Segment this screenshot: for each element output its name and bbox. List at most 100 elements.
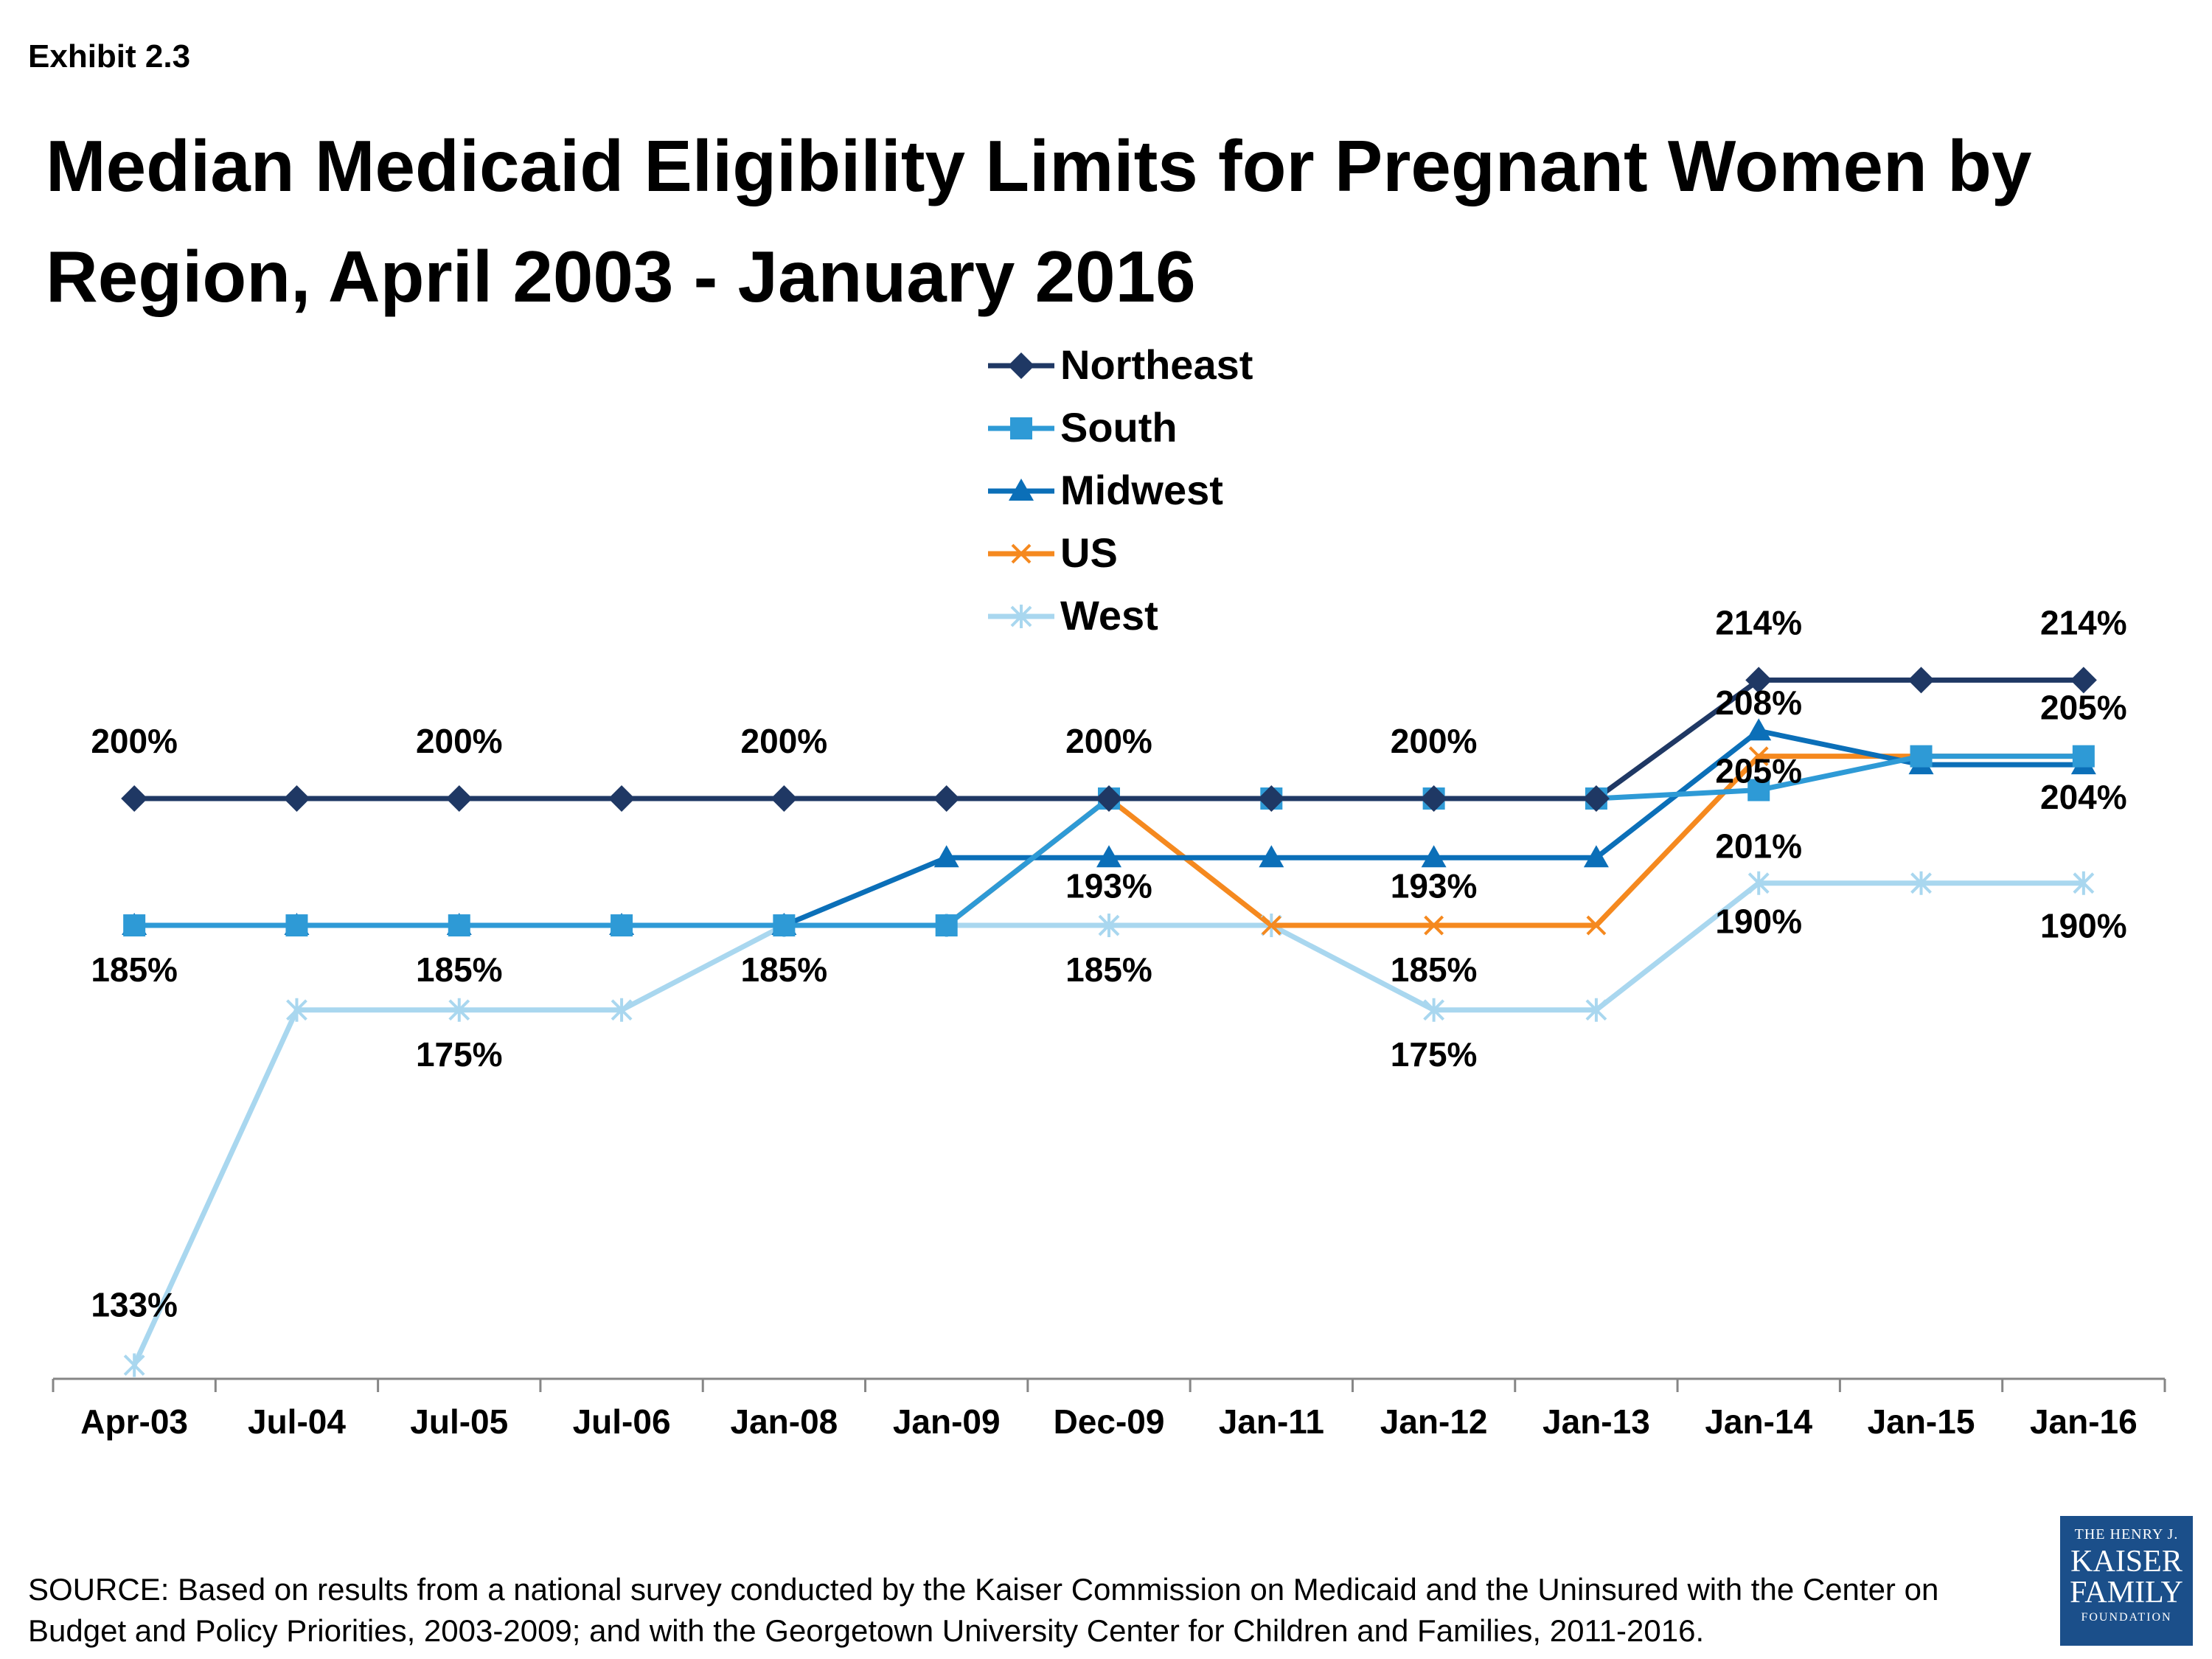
point-south-10 <box>1747 779 1770 801</box>
data-label: 185% <box>741 950 828 989</box>
point-midwest-9 <box>1583 845 1609 868</box>
data-label: 200% <box>741 722 828 760</box>
x-tick-label: Dec-09 <box>1054 1402 1165 1441</box>
logo-line-3: FAMILY <box>2070 1576 2183 1610</box>
point-midwest-7 <box>1259 845 1284 868</box>
point-northeast-12 <box>2070 667 2097 694</box>
point-northeast-11 <box>1907 667 1935 694</box>
point-south-0 <box>123 914 146 937</box>
kff-logo: THE HENRY J. KAISER FAMILY FOUNDATION <box>2060 1516 2193 1646</box>
chart-title: Median Medicaid Eligibility Limits for P… <box>46 125 2032 317</box>
point-west-3 <box>611 998 633 1022</box>
data-label: 200% <box>416 722 503 760</box>
point-west-8 <box>1423 998 1445 1022</box>
data-label: 193% <box>1065 866 1152 905</box>
point-south-5 <box>935 914 958 937</box>
data-label: 214% <box>2040 603 2127 641</box>
point-south-4 <box>773 914 796 937</box>
point-us-10 <box>1748 746 1769 767</box>
data-label: 201% <box>1715 827 1802 866</box>
point-northeast-0 <box>121 785 148 812</box>
point-midwest-6 <box>1096 845 1121 868</box>
point-south-12 <box>2072 745 2095 768</box>
point-west-9 <box>1585 998 1607 1022</box>
data-label: 200% <box>91 722 178 760</box>
data-label: 205% <box>1715 752 1802 790</box>
data-label: 193% <box>1391 866 1478 905</box>
point-west-10 <box>1747 871 1770 895</box>
point-midwest-10 <box>1746 718 1772 741</box>
point-south-11 <box>1910 745 1933 768</box>
x-tick-label: Jan-14 <box>1705 1402 1812 1441</box>
data-label: 185% <box>1065 950 1152 989</box>
data-labels: 200% 200% 200% 200% 200% 214% 214% 208% 205% 205%… <box>91 603 2126 1324</box>
x-tick-label: Jul-04 <box>248 1402 346 1441</box>
x-tick-label: Jan-08 <box>731 1402 838 1441</box>
data-label: 185% <box>416 950 503 989</box>
point-south-1 <box>285 914 308 937</box>
data-label: 200% <box>1065 722 1152 760</box>
data-label: 133% <box>91 1285 178 1324</box>
data-label: 175% <box>416 1035 503 1074</box>
series-markers <box>121 667 2097 1377</box>
logo-line-1: THE HENRY J. <box>2074 1526 2179 1543</box>
point-south-2 <box>448 914 470 937</box>
point-northeast-8 <box>1420 785 1447 812</box>
x-tick-label: Jan-09 <box>893 1402 1001 1441</box>
x-tick-label: Jan-15 <box>1868 1402 1975 1441</box>
data-label: 185% <box>91 950 178 989</box>
x-tick-label: Jan-16 <box>2030 1402 2138 1441</box>
x-tick-label: Jan-11 <box>1219 1402 1324 1441</box>
data-label: 190% <box>2040 907 2127 945</box>
point-west-2 <box>448 998 470 1022</box>
point-northeast-6 <box>1096 785 1122 812</box>
point-northeast-1 <box>283 785 310 812</box>
data-label: 190% <box>1715 902 1802 941</box>
point-west-11 <box>1910 871 1932 895</box>
x-tick-label: Jul-06 <box>573 1402 671 1441</box>
legend-marker-south <box>1010 417 1032 439</box>
legend-label-us: US <box>1060 529 1118 576</box>
point-northeast-10 <box>1745 667 1773 694</box>
legend-marker-west <box>1010 605 1032 628</box>
line-chart: Apr-03 Jul-04 Jul-05 Jul-06 Jan-08 Jan-09 Dec-… <box>52 341 2166 1441</box>
x-axis: Apr-03 Jul-04 Jul-05 Jul-06 Jan-08 Jan-09 Dec-… <box>52 1377 2166 1441</box>
source-note: SOURCE: Based on results from a national… <box>28 1572 1939 1648</box>
data-label: 214% <box>1715 603 1802 641</box>
data-label: 200% <box>1391 722 1478 760</box>
point-northeast-7 <box>1258 785 1285 812</box>
data-label: 185% <box>1391 950 1478 989</box>
point-west-1 <box>286 998 307 1022</box>
data-label: 175% <box>1391 1035 1478 1074</box>
point-midwest-5 <box>933 845 959 868</box>
legend-label-midwest: Midwest <box>1060 467 1223 513</box>
point-us-9 <box>1586 915 1607 936</box>
data-label: 204% <box>2040 778 2127 816</box>
exhibit-label: Exhibit 2.3 <box>28 38 191 74</box>
point-northeast-2 <box>445 785 473 812</box>
point-us-7 <box>1261 915 1281 936</box>
legend-marker-northeast <box>1008 352 1034 379</box>
x-tick-label: Jan-13 <box>1543 1402 1650 1441</box>
logo-line-2: KAISER <box>2070 1545 2183 1579</box>
legend: Northeast South Midwest US West <box>988 341 1253 639</box>
legend-label-south: South <box>1060 404 1178 451</box>
legend-marker-us <box>1011 543 1032 564</box>
legend-marker-midwest <box>1009 479 1034 501</box>
point-west-12 <box>2073 871 2095 895</box>
point-midwest-8 <box>1421 845 1447 868</box>
point-northeast-4 <box>771 785 798 812</box>
point-us-8 <box>1424 915 1444 936</box>
logo-line-4: FOUNDATION <box>2081 1611 2172 1624</box>
point-northeast-5 <box>933 785 960 812</box>
point-south-3 <box>611 914 633 937</box>
point-northeast-3 <box>608 785 636 812</box>
x-tick-label: Jan-12 <box>1380 1402 1488 1441</box>
point-west-0 <box>123 1353 145 1377</box>
data-label: 208% <box>1715 684 1802 722</box>
point-west-6 <box>1098 914 1120 938</box>
data-label: 205% <box>2040 689 2127 727</box>
point-northeast-9 <box>1582 785 1610 812</box>
x-tick-label: Apr-03 <box>80 1402 188 1441</box>
legend-label-northeast: Northeast <box>1060 341 1253 388</box>
